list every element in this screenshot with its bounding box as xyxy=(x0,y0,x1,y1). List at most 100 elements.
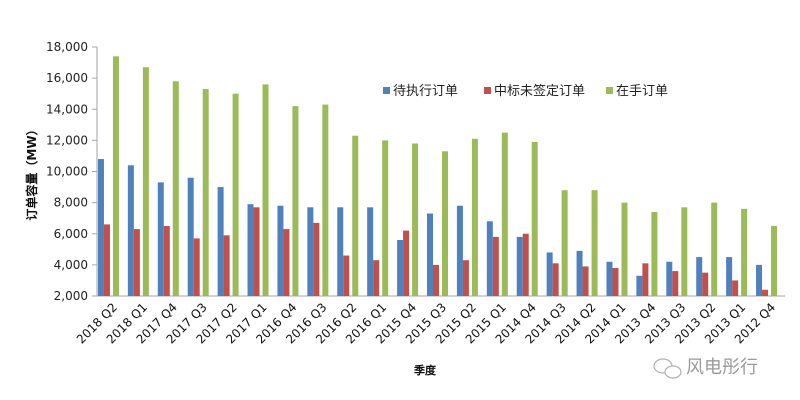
bar xyxy=(262,84,269,296)
bar xyxy=(112,56,119,297)
bar-group xyxy=(606,202,628,296)
bar xyxy=(492,236,499,296)
bar xyxy=(142,67,149,296)
bar xyxy=(217,187,224,296)
bar xyxy=(471,138,478,296)
bar xyxy=(403,230,410,296)
bar xyxy=(283,229,290,296)
bar xyxy=(621,202,628,296)
bar xyxy=(462,260,469,296)
bar xyxy=(202,89,209,296)
bar xyxy=(433,264,439,296)
legend-item: 待执行订单 xyxy=(383,84,458,99)
bar xyxy=(732,280,739,296)
bar-group xyxy=(247,84,269,296)
bar xyxy=(247,204,254,296)
bar xyxy=(771,225,778,296)
bar xyxy=(516,236,523,296)
bar xyxy=(612,267,619,296)
bar xyxy=(762,289,769,296)
bar xyxy=(561,190,568,296)
bar xyxy=(232,93,239,296)
y-tick-label: 16,000 xyxy=(46,71,88,85)
bar-group xyxy=(696,202,718,296)
bar xyxy=(501,132,508,296)
bar xyxy=(456,205,463,296)
bar-group xyxy=(456,138,478,296)
bar xyxy=(696,257,703,296)
bar-group xyxy=(187,89,209,296)
bar xyxy=(522,233,529,296)
bar xyxy=(337,207,344,296)
bar xyxy=(313,222,320,296)
bar xyxy=(591,190,598,296)
bar-group xyxy=(217,93,239,296)
bar xyxy=(373,260,380,296)
bar-group xyxy=(337,135,359,296)
bar xyxy=(666,261,673,296)
bar-group xyxy=(427,151,448,296)
y-axis-title: 订单容量（MW） xyxy=(24,123,39,220)
legend-item: 在手订单 xyxy=(606,84,668,99)
legend-swatch xyxy=(383,87,390,94)
bar xyxy=(702,272,709,296)
bar xyxy=(756,264,763,296)
bar xyxy=(292,106,299,296)
bar xyxy=(187,177,194,296)
bar xyxy=(576,250,583,296)
bar xyxy=(172,81,179,296)
legend: 待执行订单 中标未签定订单 在手订单 xyxy=(383,83,668,99)
legend-swatch xyxy=(484,87,491,94)
bar xyxy=(223,235,230,296)
y-tick-label: 2,000 xyxy=(54,289,88,303)
bar-group xyxy=(127,67,149,296)
bar-group xyxy=(546,190,568,296)
bar-group xyxy=(157,81,179,296)
bar-group xyxy=(756,225,778,296)
bar xyxy=(726,257,733,296)
bar xyxy=(427,213,433,296)
bar xyxy=(322,104,329,296)
bar-group xyxy=(486,132,508,296)
watermark-text: 风电彤行 xyxy=(686,357,758,378)
legend-label: 待执行订单 xyxy=(393,84,458,99)
legend-label: 在手订单 xyxy=(616,84,668,99)
bar xyxy=(163,225,170,296)
bar xyxy=(642,263,649,296)
y-tick-label: 6,000 xyxy=(54,227,88,241)
bar xyxy=(651,211,658,296)
y-tick-label: 12,000 xyxy=(46,133,88,147)
bar xyxy=(486,221,493,296)
bar-group xyxy=(516,141,538,296)
bar xyxy=(343,255,350,296)
bar xyxy=(97,159,104,296)
bar xyxy=(103,224,110,296)
y-tick-label: 14,000 xyxy=(46,102,88,116)
bar xyxy=(397,239,404,296)
bar xyxy=(582,266,589,296)
bar xyxy=(546,252,553,296)
bar xyxy=(127,165,134,296)
bar xyxy=(352,135,359,296)
bar xyxy=(133,229,140,296)
watermark: 风电彤行 xyxy=(653,357,758,379)
bar xyxy=(382,140,389,296)
bar-group xyxy=(307,104,329,296)
y-tick-label: 8,000 xyxy=(54,196,88,210)
bar xyxy=(193,238,200,296)
bar xyxy=(307,207,314,296)
legend-item: 中标未签定订单 xyxy=(484,83,585,99)
legend-label: 中标未签定订单 xyxy=(494,83,585,99)
bar-group xyxy=(367,140,389,296)
bar xyxy=(672,271,679,296)
bar xyxy=(552,263,559,296)
x-axis-title: 季度 xyxy=(413,363,437,377)
bar-group xyxy=(397,143,419,296)
bar-group xyxy=(576,190,598,296)
y-tick-label: 10,000 xyxy=(46,165,88,179)
bar-group xyxy=(636,211,658,296)
bar-group xyxy=(277,106,299,296)
bar xyxy=(606,261,613,296)
bar xyxy=(711,202,718,296)
